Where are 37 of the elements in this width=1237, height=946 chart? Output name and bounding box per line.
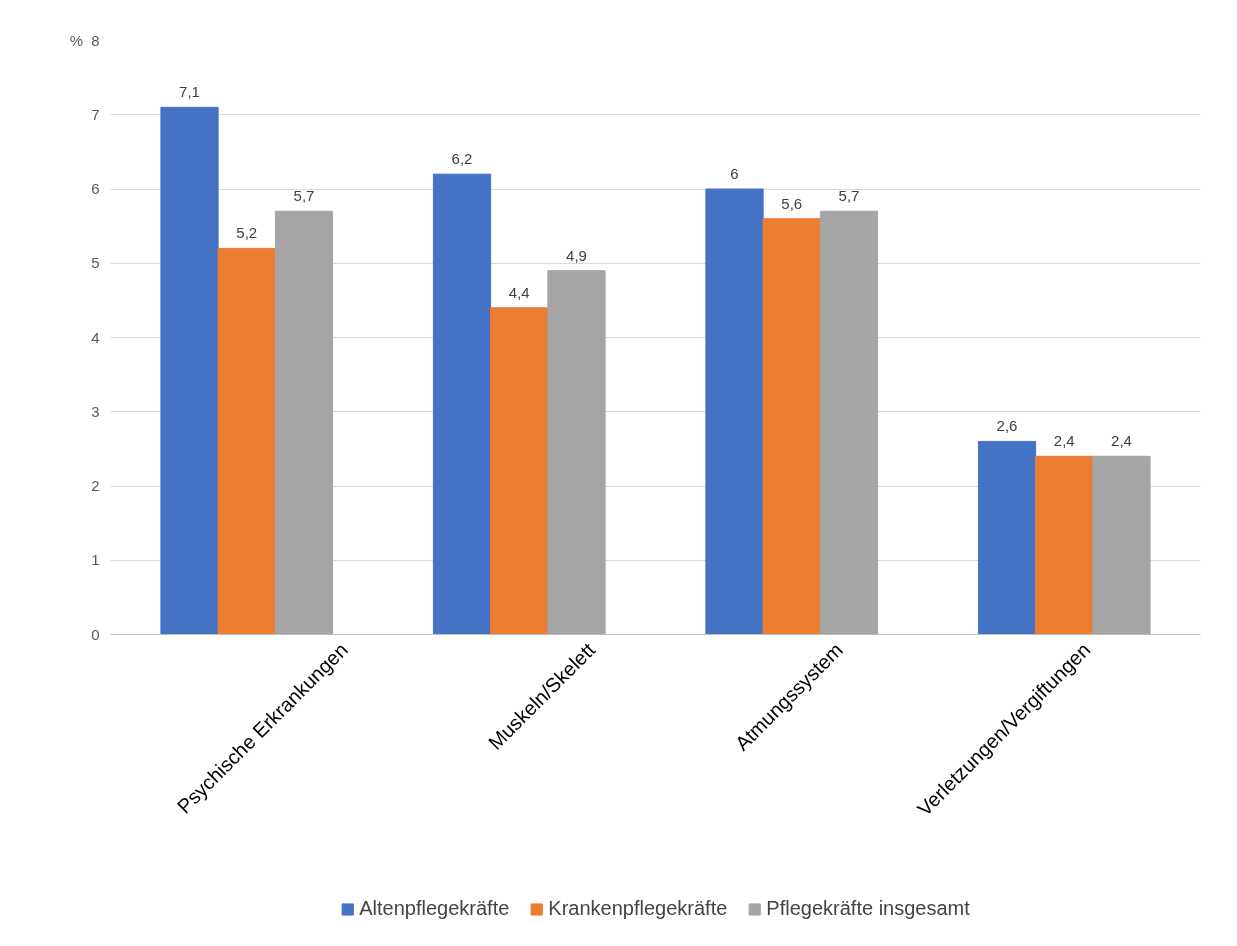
data-label: 5,6	[781, 194, 803, 212]
legend-label: Altenpflegekräfte	[359, 897, 510, 920]
data-label: 5,7	[838, 187, 860, 205]
data-label: 6	[730, 165, 739, 182]
y-tick-label: 7	[91, 105, 100, 123]
y-axis-title: %	[69, 32, 84, 49]
bar	[1092, 455, 1151, 635]
y-tick-label: 5	[91, 254, 100, 272]
bar	[977, 440, 1037, 635]
data-label: 4,4	[508, 283, 530, 301]
data-label: 7,1	[179, 83, 200, 101]
y-tick-label: 4	[91, 328, 100, 346]
data-label: 2,4	[1111, 432, 1132, 450]
bar	[547, 270, 606, 635]
bar	[217, 247, 276, 635]
bar	[1035, 455, 1094, 635]
y-tick-label: 3	[91, 402, 100, 420]
data-label: 5,2	[236, 224, 258, 242]
data-label: 2,6	[996, 417, 1018, 435]
legend-label: Krankenpflegekräfte	[548, 897, 728, 920]
y-tick-label: 0	[91, 625, 100, 643]
bar	[762, 218, 821, 635]
bar	[819, 210, 879, 635]
y-tick-label: 1	[91, 551, 100, 569]
y-tick-label: 2	[91, 477, 100, 494]
legend-label: Pflegekräfte insgesamt	[766, 897, 970, 920]
data-label: 2,4	[1053, 432, 1075, 450]
bar	[705, 188, 764, 635]
bar	[432, 173, 492, 635]
data-label: 4,9	[566, 246, 587, 264]
data-label: 5,7	[293, 187, 315, 205]
bar	[490, 307, 549, 635]
data-label: 6,2	[451, 150, 473, 168]
bar	[160, 106, 219, 635]
y-tick-label: 6	[91, 180, 100, 197]
bar	[274, 210, 334, 635]
y-tick-label: 8	[91, 31, 100, 49]
